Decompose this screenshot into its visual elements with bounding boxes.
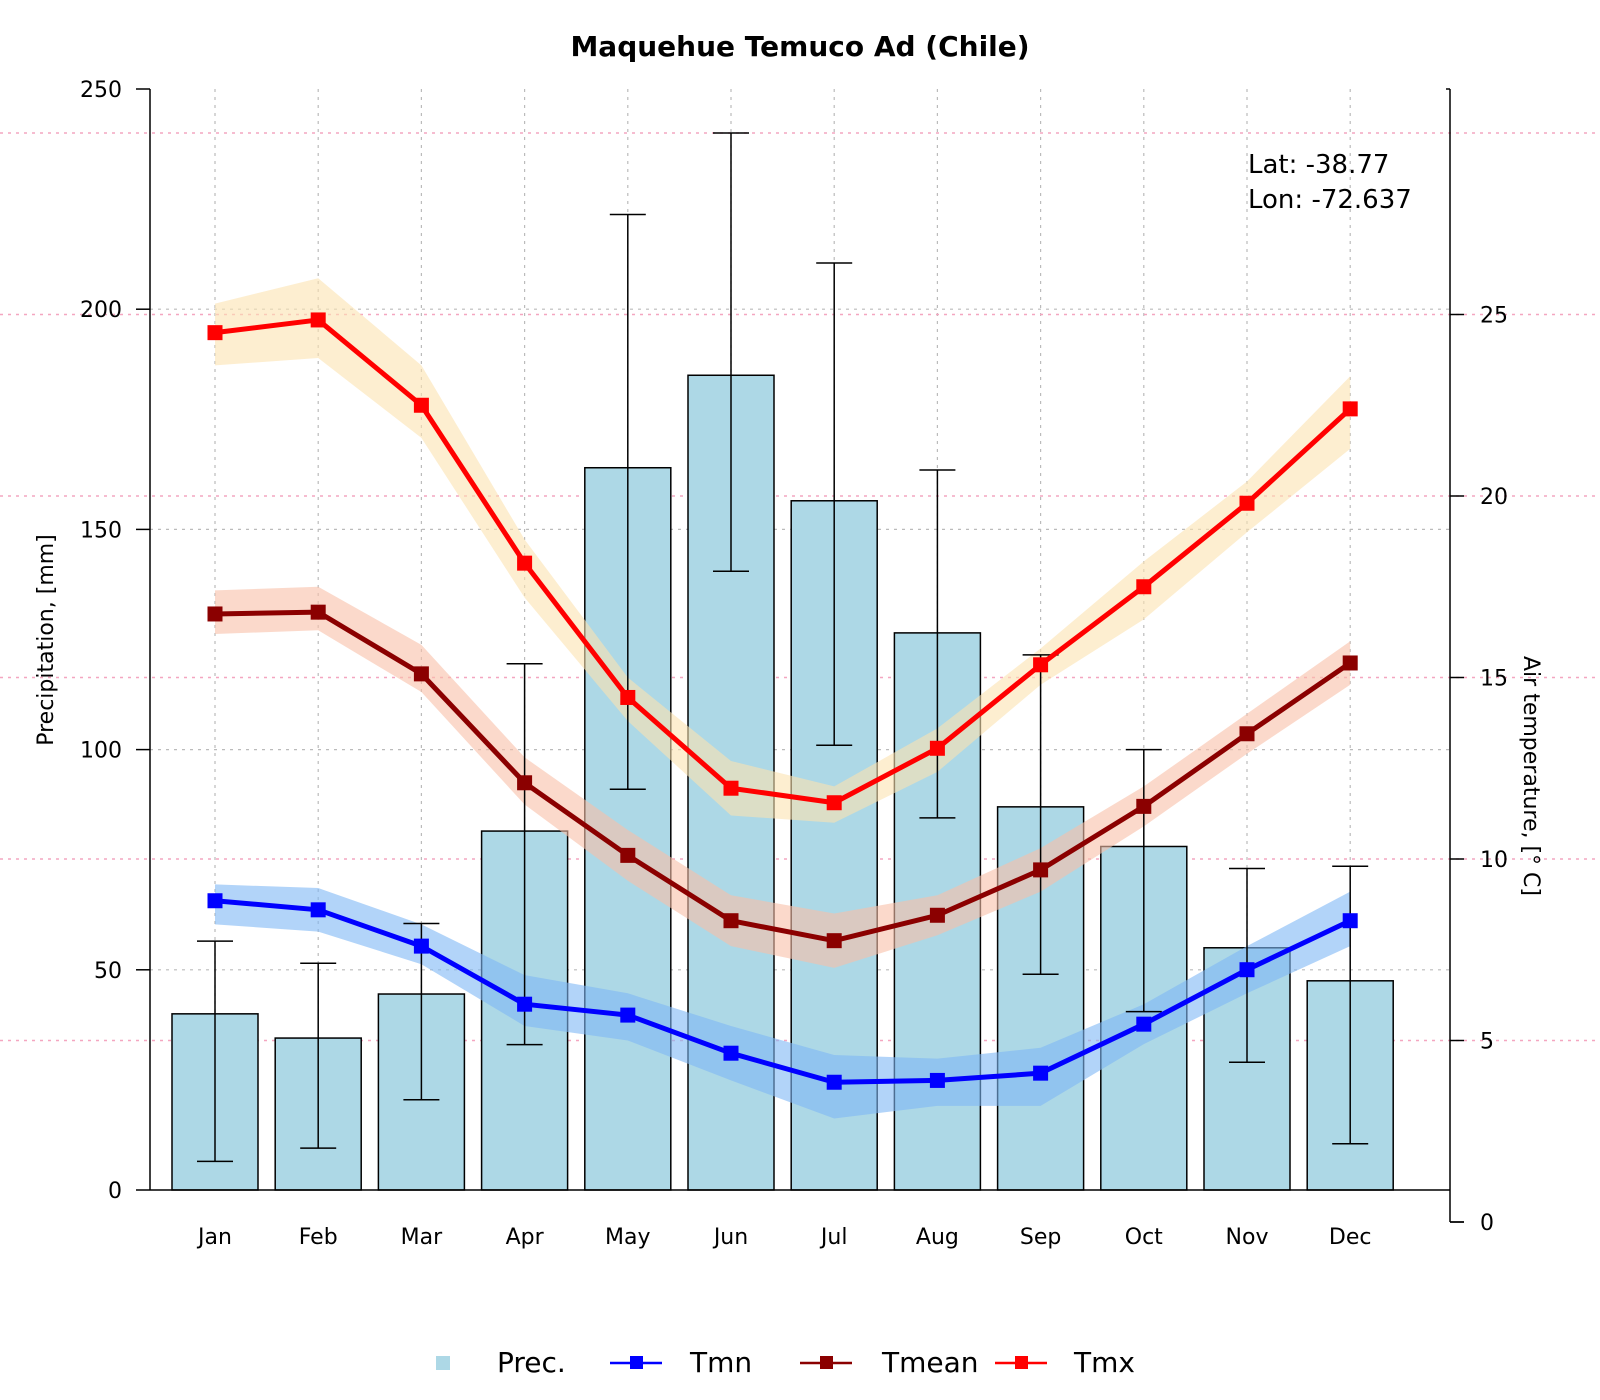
marker-tmn-apr: [517, 996, 533, 1012]
marker-tmean-aug: [929, 907, 945, 923]
marker-tmx-jul: [826, 795, 842, 811]
marker-tmean-dec: [1342, 655, 1358, 671]
marker-tmx-may: [620, 689, 636, 705]
month-label-mar: Mar: [401, 1225, 443, 1250]
month-label-nov: Nov: [1226, 1225, 1269, 1250]
right-tick-label: 25: [1480, 304, 1508, 329]
marker-tmean-sep: [1033, 862, 1049, 878]
month-label-may: May: [605, 1225, 650, 1250]
axis-labels: 0 50 100 150 200 250 0 5 10 15 20 25 Jan Feb Mar Apr May…: [80, 78, 1508, 1250]
month-label-sep: Sep: [1020, 1225, 1061, 1250]
left-axis-title: Precipitation, [mm]: [34, 534, 59, 746]
legend-marker-tmn: [630, 1356, 643, 1369]
month-label-jan: Jan: [196, 1225, 232, 1250]
marker-tmx-jan: [207, 325, 223, 341]
marker-tmx-sep: [1033, 657, 1049, 673]
marker-tmn-nov: [1239, 962, 1255, 978]
marker-tmn-sep: [1033, 1065, 1049, 1081]
left-tick-label: 150: [80, 518, 122, 543]
marker-tmx-aug: [929, 740, 945, 756]
marker-tmean-jul: [826, 933, 842, 949]
marker-tmx-nov: [1239, 495, 1255, 511]
marker-tmean-feb: [310, 604, 326, 620]
longitude-label: Lon: -72.637: [1248, 185, 1412, 215]
marker-tmean-jun: [723, 913, 739, 929]
legend-marker-tmx: [1015, 1356, 1028, 1369]
marker-tmn-dec: [1342, 913, 1358, 929]
left-tick-label: 0: [108, 1179, 122, 1204]
band-tmean: [215, 586, 1351, 968]
right-tick-label: 20: [1480, 485, 1508, 510]
month-label-aug: Aug: [916, 1225, 959, 1250]
left-tick-label: 50: [94, 959, 122, 984]
marker-tmx-dec: [1342, 401, 1358, 417]
marker-tmx-mar: [413, 397, 429, 413]
right-tick-label: 5: [1480, 1030, 1494, 1055]
right-tick-label: 15: [1480, 667, 1508, 692]
legend-label-tmn: Tmn: [689, 1346, 752, 1379]
left-tick-label: 200: [80, 298, 122, 323]
legend-label-prec: Prec.: [497, 1346, 566, 1379]
right-axis-title: Air temperature, [° C]: [1518, 656, 1543, 896]
marker-tmn-oct: [1136, 1016, 1152, 1032]
marker-tmx-jun: [723, 780, 739, 796]
legend-key-prec: [436, 1356, 450, 1370]
marker-tmean-oct: [1136, 798, 1152, 814]
month-label-apr: Apr: [506, 1225, 545, 1250]
month-label-oct: Oct: [1125, 1225, 1163, 1250]
month-label-jul: Jul: [819, 1225, 848, 1250]
temperature-lines: [207, 312, 1358, 1090]
marker-tmn-jan: [207, 893, 223, 909]
marker-tmx-oct: [1136, 579, 1152, 595]
line-tmean: [214, 609, 1352, 944]
marker-tmn-feb: [310, 902, 326, 918]
legend-label-tmean: Tmean: [881, 1346, 979, 1379]
marker-tmn-aug: [929, 1072, 945, 1088]
chart-title: Maquehue Temuco Ad (Chile): [570, 30, 1029, 63]
band-tmx: [215, 278, 1351, 823]
line-tmx: [214, 317, 1352, 806]
legend-label-tmx: Tmx: [1073, 1346, 1135, 1379]
marker-tmean-jan: [207, 606, 223, 622]
marker-tmn-jun: [723, 1045, 739, 1061]
marker-tmean-apr: [517, 775, 533, 791]
marker-tmn-may: [620, 1007, 636, 1023]
latitude-label: Lat: -38.77: [1248, 150, 1389, 180]
axes: [136, 88, 1464, 1223]
right-tick-label: 0: [1480, 1211, 1494, 1236]
marker-tmean-may: [620, 847, 636, 863]
left-tick-label: 250: [80, 78, 122, 103]
legend-marker-tmean: [820, 1356, 833, 1369]
marker-tmean-nov: [1239, 726, 1255, 742]
marker-tmean-mar: [413, 666, 429, 682]
marker-tmn-jul: [826, 1074, 842, 1090]
month-label-feb: Feb: [299, 1225, 338, 1250]
marker-tmx-feb: [310, 312, 326, 328]
month-label-jun: Jun: [712, 1225, 748, 1250]
temperature-bands: [215, 278, 1351, 1119]
line-tmn: [214, 898, 1352, 1085]
right-tick-label: 10: [1480, 848, 1508, 873]
legend: Prec. Tmn Tmean Tmx: [436, 1346, 1135, 1379]
marker-tmx-apr: [517, 555, 533, 571]
left-tick-label: 100: [80, 739, 122, 764]
month-label-dec: Dec: [1329, 1225, 1372, 1250]
marker-tmn-mar: [413, 938, 429, 954]
